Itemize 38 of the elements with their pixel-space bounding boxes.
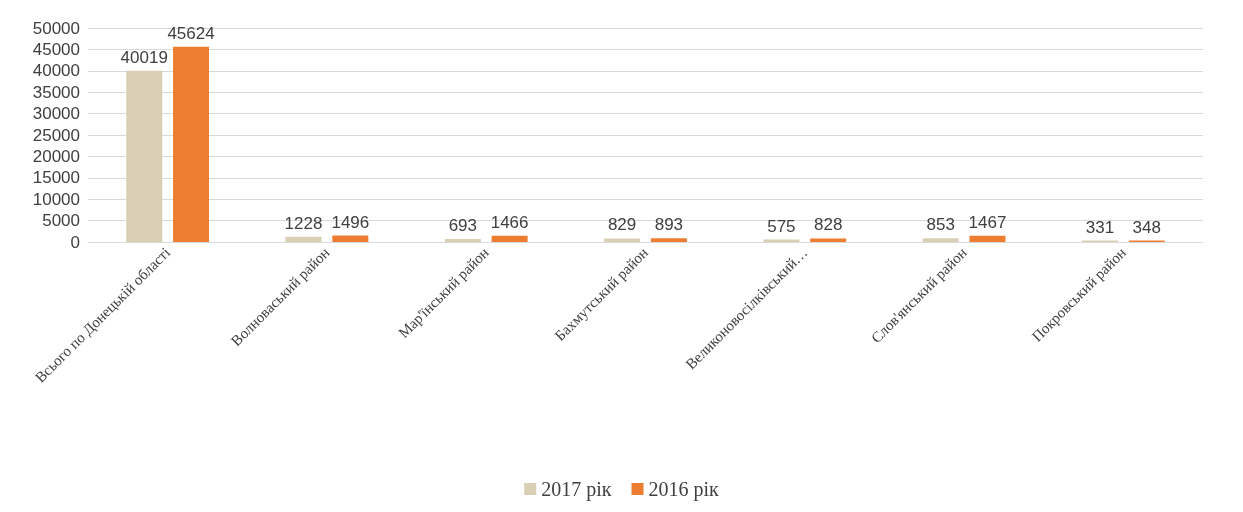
bar bbox=[126, 70, 163, 242]
bar bbox=[650, 238, 687, 242]
data-label: 893 bbox=[654, 215, 684, 235]
bar bbox=[969, 235, 1006, 242]
bar bbox=[332, 235, 369, 242]
y-tick-label: 35000 bbox=[32, 82, 80, 102]
bar bbox=[285, 236, 322, 242]
bar bbox=[604, 238, 641, 242]
y-tick-label: 25000 bbox=[32, 125, 80, 145]
y-tick-label: 50000 bbox=[32, 18, 80, 38]
data-label: 1228 bbox=[284, 213, 323, 233]
y-tick-label: 5000 bbox=[42, 211, 80, 231]
data-label: 828 bbox=[814, 215, 843, 235]
data-label: 1466 bbox=[490, 212, 529, 232]
y-tick-label: 15000 bbox=[32, 168, 80, 188]
legend-label: 2016 рік bbox=[648, 478, 720, 501]
bar bbox=[444, 239, 481, 242]
data-label: 331 bbox=[1085, 217, 1115, 237]
bar bbox=[922, 238, 959, 242]
data-label: 348 bbox=[1132, 217, 1161, 237]
bar bbox=[491, 235, 528, 242]
y-tick-label: 30000 bbox=[32, 104, 80, 124]
data-label: 40019 bbox=[120, 47, 168, 67]
y-tick-label: 40000 bbox=[32, 61, 80, 81]
y-tick-label: 20000 bbox=[32, 146, 80, 166]
data-label: 1496 bbox=[331, 212, 370, 232]
data-label: 1467 bbox=[968, 212, 1007, 232]
legend-label: 2017 рік bbox=[541, 478, 612, 501]
data-label: 693 bbox=[448, 216, 477, 236]
bar bbox=[173, 46, 210, 242]
y-tick-label: 0 bbox=[70, 232, 80, 252]
data-label: 829 bbox=[607, 215, 637, 235]
data-label: 853 bbox=[926, 215, 955, 235]
y-tick-label: 45000 bbox=[32, 39, 80, 59]
bar bbox=[810, 238, 847, 242]
data-label: 575 bbox=[767, 216, 796, 236]
data-label: 45624 bbox=[167, 23, 215, 43]
y-tick-label: 10000 bbox=[32, 189, 80, 209]
